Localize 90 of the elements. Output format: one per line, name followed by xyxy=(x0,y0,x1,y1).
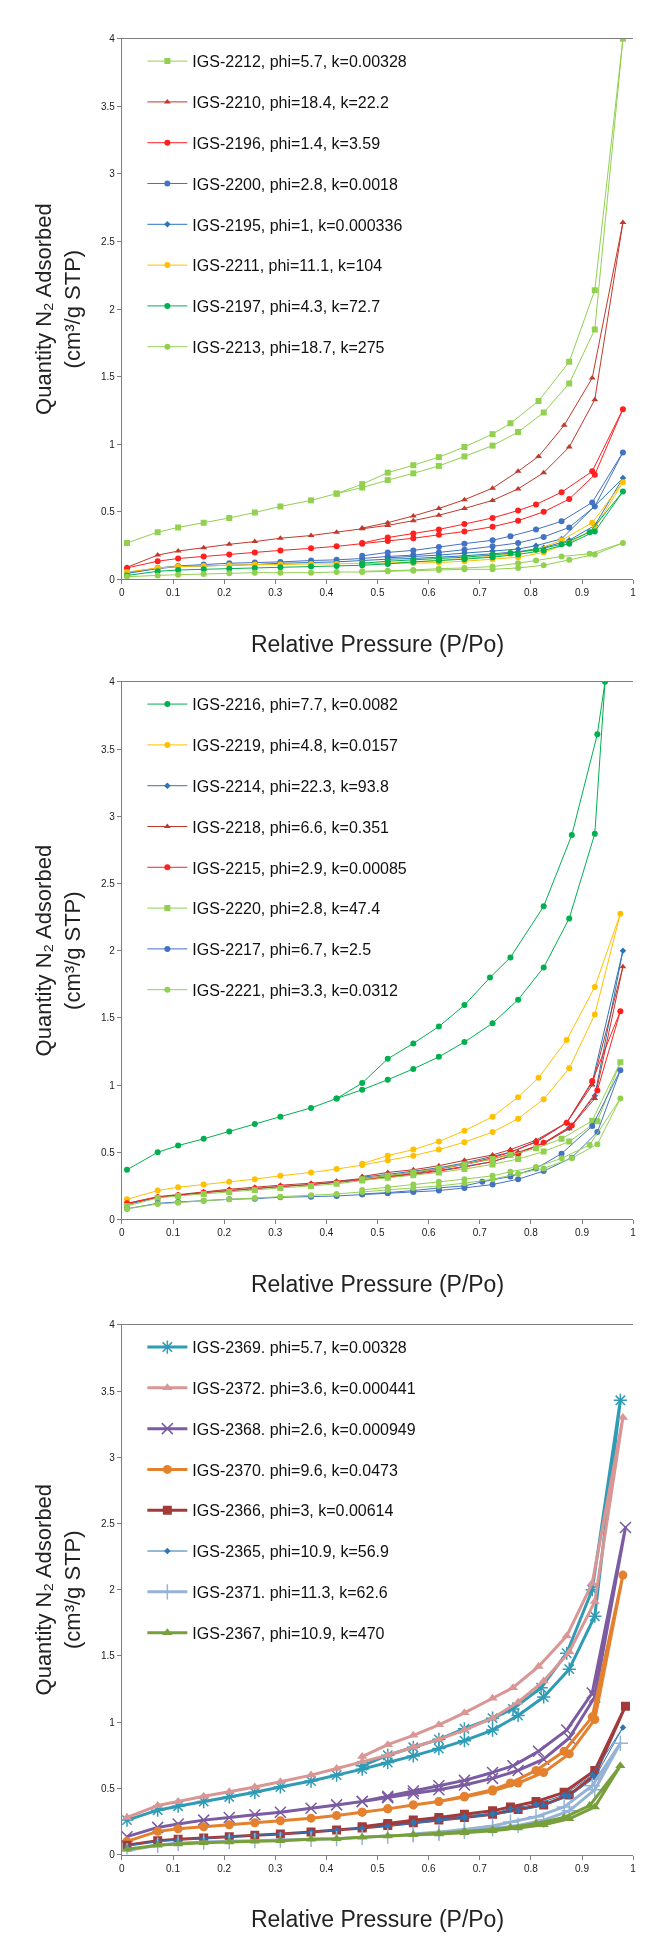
legend-label: IGS-2221, phi=3.3, k=0.0312 xyxy=(192,981,398,999)
y-tick-label: 0.5 xyxy=(100,506,116,518)
x-axis-title: Relative Pressure (P/Po) xyxy=(250,1906,505,1933)
legend-label: IGS-2365, phi=10.9, k=56.9 xyxy=(192,1543,390,1561)
x-tick-label: 0.7 xyxy=(472,587,488,599)
y-tick-label: 0 xyxy=(109,1213,116,1225)
legend-label: IGS-2212, phi=5.7, k=0.00328 xyxy=(192,53,407,71)
x-tick-label: 0.2 xyxy=(217,1862,232,1874)
y-tick-label: 3.5 xyxy=(100,1385,116,1397)
legend-label: IGS-2196, phi=1.4, k=3.59 xyxy=(192,134,381,152)
legend-label: IGS-2214, phi=22.3, k=93.8 xyxy=(192,777,390,795)
y-tick-label: 1.5 xyxy=(100,1650,116,1662)
x-tick-label: 0.7 xyxy=(472,1862,488,1874)
x-tick-label: 0.8 xyxy=(523,1862,539,1874)
legend-label: IGS-2370. phi=9.6, k=0.0473 xyxy=(192,1461,398,1479)
legend-label: IGS-2371. phi=11.3, k=62.6 xyxy=(192,1584,388,1602)
x-tick-label: 0.4 xyxy=(319,587,334,599)
y-tick-label: 1 xyxy=(109,1716,116,1728)
y-tick-label: 0 xyxy=(109,573,116,585)
legend-label: IGS-2372. phi=3.6, k=0.000441 xyxy=(192,1380,416,1398)
y-tick-label: 1.5 xyxy=(100,371,116,383)
x-tick-label: 0.8 xyxy=(523,1227,539,1239)
x-axis-title: Relative Pressure (P/Po) xyxy=(250,631,505,658)
y-axis-title: Quantity N₂ Adsorbed (cm³/g STP) xyxy=(31,844,85,1057)
x-tick-label: 0.4 xyxy=(319,1862,334,1874)
y-tick-label: 3 xyxy=(109,1451,116,1463)
x-tick-label: 0.8 xyxy=(523,587,539,599)
x-tick-label: 1 xyxy=(630,587,637,599)
y-tick-label: 4 xyxy=(109,33,116,45)
x-tick-label: 0.5 xyxy=(370,1862,385,1874)
legend-label: IGS-2211, phi=11.1, k=104 xyxy=(192,257,383,275)
legend-label: IGS-2218, phi=6.6, k=0.351 xyxy=(192,818,390,836)
legend-label: IGS-2200, phi=2.8, k=0.0018 xyxy=(192,175,398,193)
x-axis-title: Relative Pressure (P/Po) xyxy=(250,1271,505,1298)
legend-label: IGS-2217, phi=6.7, k=2.5 xyxy=(192,941,372,959)
y-tick-label: 1.5 xyxy=(100,1012,116,1024)
x-tick-label: 0.6 xyxy=(421,587,437,599)
legend-label: IGS-2368. phi=2.6, k=0.000949 xyxy=(192,1420,416,1438)
x-tick-label: 0.9 xyxy=(575,1227,590,1239)
y-tick-label: 2.5 xyxy=(100,877,116,889)
x-tick-label: 0.9 xyxy=(575,587,590,599)
x-tick-label: 0.6 xyxy=(421,1862,437,1874)
x-tick-label: 1 xyxy=(630,1227,637,1239)
x-tick-label: 0.3 xyxy=(268,1862,283,1874)
y-tick-label: 2 xyxy=(109,1584,116,1596)
y-tick-label: 0.5 xyxy=(100,1146,116,1158)
legend-label: IGS-2210, phi=18.4, k=22.2 xyxy=(192,94,390,112)
legend-label: IGS-2219, phi=4.8, k=0.0157 xyxy=(192,737,398,755)
x-tick-label: 0.3 xyxy=(268,1227,283,1239)
x-tick-label: 0.9 xyxy=(575,1862,590,1874)
y-tick-label: 0.5 xyxy=(100,1782,116,1794)
y-tick-label: 1 xyxy=(109,1079,116,1091)
x-tick-label: 0.1 xyxy=(166,1227,181,1239)
x-tick-label: 0.3 xyxy=(268,587,283,599)
x-tick-label: 0.1 xyxy=(166,1862,181,1874)
y-axis-title: Quantity N₂ Adsorbed (cm³/g STP) xyxy=(31,203,85,415)
x-tick-label: 0.2 xyxy=(217,1227,232,1239)
x-tick-label: 0.2 xyxy=(217,587,232,599)
x-tick-label: 0.4 xyxy=(319,1227,334,1239)
x-tick-label: 0 xyxy=(119,1862,126,1874)
y-axis-title: Quantity N₂ Adsorbed (cm³/g STP) xyxy=(31,1483,85,1696)
legend-label: IGS-2213, phi=18.7, k=275 xyxy=(192,338,385,356)
y-tick-label: 2 xyxy=(109,945,116,957)
y-tick-label: 3 xyxy=(109,168,116,180)
y-tick-label: 4 xyxy=(109,676,116,688)
x-tick-label: 1 xyxy=(630,1862,637,1874)
legend-label: IGS-2197, phi=4.3, k=72.7 xyxy=(192,298,381,316)
x-tick-label: 0.6 xyxy=(421,1227,437,1239)
y-tick-label: 2.5 xyxy=(100,1517,116,1529)
legend-label: IGS-2369. phi=5.7, k=0.00328 xyxy=(192,1339,407,1357)
y-tick-label: 0 xyxy=(109,1849,116,1861)
x-tick-label: 0 xyxy=(119,1227,126,1239)
x-tick-label: 0.7 xyxy=(472,1227,488,1239)
y-tick-label: 3.5 xyxy=(100,100,116,112)
y-tick-label: 1 xyxy=(109,438,116,450)
y-tick-label: 2.5 xyxy=(100,236,116,248)
legend-label: IGS-2215, phi=2.9, k=0.00085 xyxy=(192,859,407,877)
legend-label: IGS-2216, phi=7.7, k=0.0082 xyxy=(192,696,398,714)
x-tick-label: 0.5 xyxy=(370,587,385,599)
x-tick-label: 0.5 xyxy=(370,1227,385,1239)
legend-label: IGS-2195, phi=1, k=0.000336 xyxy=(192,216,403,234)
y-tick-label: 3 xyxy=(109,810,116,822)
y-tick-label: 3.5 xyxy=(100,743,116,755)
legend-label: IGS-2220, phi=2.8, k=47.4 xyxy=(192,900,381,918)
x-tick-label: 0.1 xyxy=(166,587,181,599)
y-tick-label: 4 xyxy=(109,1319,116,1331)
legend-label: IGS-2366, phi=3, k=0.00614 xyxy=(192,1502,394,1520)
x-tick-label: 0 xyxy=(119,587,126,599)
y-tick-label: 2 xyxy=(109,303,116,315)
legend-label: IGS-2367, phi=10.9, k=470 xyxy=(192,1624,385,1642)
